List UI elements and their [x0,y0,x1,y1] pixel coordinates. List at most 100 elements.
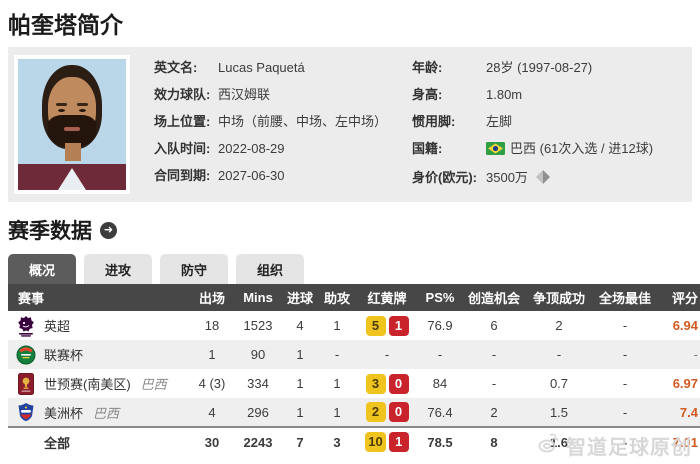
field-position: 场上位置: 中场（前腰、中场、左中场） [154,113,404,131]
col-mins: Mins [234,284,282,311]
tab-playmaking[interactable]: 组织 [236,254,304,284]
ps-cell: 84 [432,376,448,391]
field-label: 英文名: [154,60,198,75]
col-competition: 赛事 [8,284,190,311]
season-data-title: 赛季数据 [8,220,92,243]
goals-cell: 4 [296,318,304,333]
field-value: 左脚 [486,114,513,129]
apps-cell: 18 [204,318,220,333]
competition-name: 美洲杯 [44,405,84,421]
red-cards-badge: 1 [388,315,409,336]
cards-cell: - [384,347,390,362]
premier-league-icon [16,315,36,337]
field-joined: 入队时间: 2022-08-29 [154,140,404,158]
apps-cell: 1 [208,347,216,362]
field-club: 效力球队: 西汉姆联 [154,86,404,104]
stats-tabs: 概况 进攻 防守 组织 [8,254,692,284]
rating-cell: 7.4 [679,404,698,420]
field-label: 效力球队: [154,87,211,102]
col-appearances: 出场 [190,284,234,311]
motm-cell: - [622,376,628,391]
field-label: 场上位置: [154,114,211,129]
nationality-text: 巴西 (61次入选 / 进12球) [510,141,654,156]
field-value: 1.80m [486,87,523,102]
motm-cell: - [622,347,628,362]
value-trend-icon[interactable] [535,170,550,189]
competition-name: 联赛杯 [44,348,84,363]
mins-cell: 1523 [243,318,273,333]
chances-cell: 2 [490,404,498,420]
competition-name: 英超 [44,319,71,334]
field-value: 28岁 (1997-08-27) [486,60,593,75]
mins-cell: 90 [250,347,266,362]
field-value: 巴西 (61次入选 / 进12球) [486,140,653,160]
assists-cell: 3 [318,426,356,456]
page-title: 帕奎塔简介 [8,12,123,38]
brazil-flag-icon [486,142,505,160]
rating-cell: 6.94 [672,318,698,333]
mins-cell: 296 [247,404,269,420]
yellow-cards-badge: 2 [365,402,386,422]
rating-cell: 6.97 [672,376,698,391]
cards-cell: 10 1 [356,426,418,456]
ps-cell: 76.4 [427,404,453,420]
chances-cell: - [491,376,497,391]
apps-cell: 30 [190,426,234,456]
motm-cell: - [622,404,628,420]
profile-panel: 英文名: Lucas Paquetá 效力球队: 西汉姆联 场上位置: 中场（前… [8,47,692,202]
more-arrow-icon[interactable]: ➜ [100,221,117,239]
col-rating: 评分 [658,284,700,311]
col-assists: 助攻 [318,284,356,311]
tab-overview[interactable]: 概况 [8,254,76,284]
red-cards-badge: 1 [388,432,409,452]
player-photo-art [18,59,126,190]
assists-cell: 1 [333,376,341,391]
field-label: 合同到期: [154,168,211,183]
col-goals: 进球 [282,284,318,311]
field-value: Lucas Paquetá [218,60,305,75]
chances-cell: 6 [490,318,498,333]
yellow-cards-badge: 5 [365,315,386,336]
field-contract-until: 合同到期: 2027-06-30 [154,167,404,185]
col-chances-created: 创造机会 [462,284,526,311]
player-photo [14,55,130,194]
yellow-cards-badge: 3 [365,373,386,394]
season-stats-table: 赛事 出场 Mins 进球 助攻 红黄牌 PS% 创造机会 争顶成功 全场最佳 … [8,284,700,456]
aerials-cell: 0.7 [549,376,569,391]
field-nationality: 国籍: 巴西 (61次入选 / 进12球) [412,140,686,160]
national-team-note: 巴西 [93,405,120,421]
ps-cell: 78.5 [418,426,462,456]
tab-attack[interactable]: 进攻 [84,254,152,284]
motm-cell: - [622,318,628,333]
field-label: 身高: [412,87,443,102]
field-market-value: 身价(欧元): 3500万 [412,169,686,189]
field-label: 年龄: [412,60,443,75]
tab-defense[interactable]: 防守 [160,254,228,284]
field-value: 西汉姆联 [218,87,271,102]
chances-cell: 8 [462,426,526,456]
rating-cell: 7.01 [658,426,700,456]
field-age: 年龄: 28岁 (1997-08-27) [412,59,686,77]
chances-cell: - [491,347,497,362]
field-label: 身价(欧元): [412,170,477,185]
table-footnotes: Mins:上场时间（分钟） PS%:传球成功率 [8,456,692,464]
national-team-note: 巴西 [140,377,167,392]
market-value-text: 3500万 [486,170,528,185]
competition-name: 世预赛(南美区) [44,377,131,392]
league-cup-icon [16,344,36,366]
goals-cell: 7 [282,426,318,456]
assists-cell: - [334,347,340,362]
field-label: 入队时间: [154,141,211,156]
aerials-cell: 1.5 [549,404,569,420]
assists-cell: 1 [333,404,341,420]
col-aerials-won: 争顶成功 [526,284,592,311]
motm-cell: - [592,426,658,456]
col-cards: 红黄牌 [356,284,418,311]
col-pass-success: PS% [418,284,462,311]
aerials-cell: - [556,347,562,362]
field-english-name: 英文名: Lucas Paquetá [154,59,404,77]
